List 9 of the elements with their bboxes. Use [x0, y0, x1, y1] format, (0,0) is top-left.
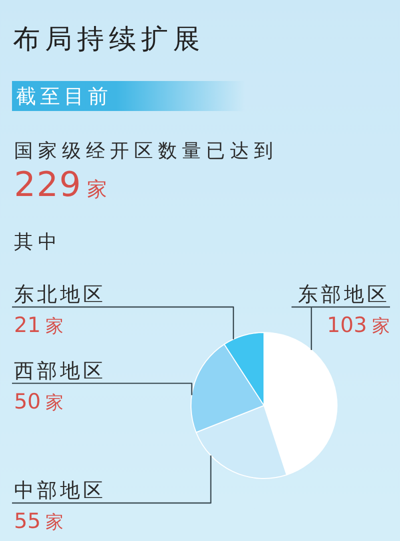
slice-label: 西部地区	[14, 358, 106, 382]
banner: 截至目前	[12, 81, 245, 111]
slice-label: 东北地区	[14, 282, 106, 306]
text: 国家级经开区数量已达到	[14, 139, 278, 164]
text: 其中	[14, 230, 63, 255]
slice-label: 东部地区	[298, 282, 390, 306]
chart-title: 布局持续扩展	[13, 23, 205, 57]
chart-subtitle: 截至目前	[16, 83, 112, 110]
slice-label: 中部地区	[14, 478, 106, 502]
